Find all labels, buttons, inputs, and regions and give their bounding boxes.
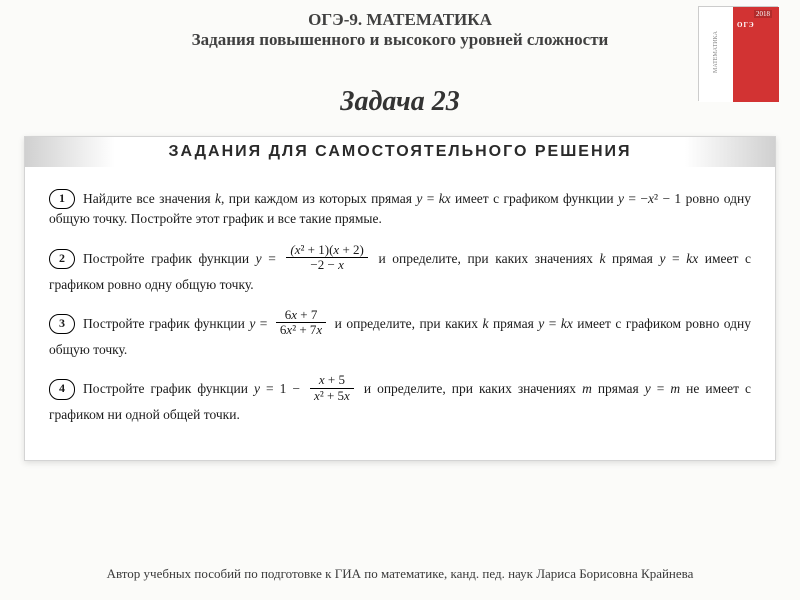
fraction: x + 5x² + 5x bbox=[310, 373, 354, 403]
denominator: −2 − x bbox=[286, 258, 367, 272]
page-footer: Автор учебных пособий по подготовке к ГИ… bbox=[0, 566, 800, 582]
numerator: (x² + 1)(x + 2) bbox=[286, 243, 367, 258]
problem-number: 1 bbox=[49, 189, 75, 209]
problem-number: 2 bbox=[49, 249, 75, 269]
header-line-2: Задания повышенного и высокого уровней с… bbox=[0, 30, 800, 50]
problem-number: 4 bbox=[49, 379, 75, 399]
text: и определите, при каких значениях bbox=[372, 251, 600, 266]
text: Постройте график функции bbox=[83, 316, 249, 331]
var-m: m bbox=[582, 381, 592, 396]
text: = bbox=[422, 191, 438, 206]
text: Найдите все значения bbox=[83, 191, 215, 206]
book-year: 2018 bbox=[754, 10, 772, 18]
denominator: 6x² + 7x bbox=[276, 323, 326, 337]
text: Постройте график функции bbox=[83, 381, 254, 396]
text: и определите, при каких значениях bbox=[358, 381, 582, 396]
eq-kx: kx bbox=[686, 251, 698, 266]
page-header: ОГЭ-9. МАТЕМАТИКА Задания повышенного и … bbox=[0, 0, 800, 56]
fraction: 6x + 76x² + 7x bbox=[276, 308, 326, 338]
eq-kx: kx bbox=[561, 316, 573, 331]
header-line-1: ОГЭ-9. МАТЕМАТИКА bbox=[0, 10, 800, 30]
text: = bbox=[262, 251, 283, 266]
text: = bbox=[651, 381, 671, 396]
text: , при каждом из которых прямая bbox=[221, 191, 416, 206]
section-title: ЗАДАНИЯ ДЛЯ САМОСТОЯТЕЛЬНОГО РЕШЕНИЯ bbox=[25, 137, 775, 167]
numerator: 6x + 7 bbox=[276, 308, 326, 323]
problem-number: 3 bbox=[49, 314, 75, 334]
task-title: Задача 23 bbox=[0, 86, 800, 118]
fraction: (x² + 1)(x + 2)−2 − x bbox=[286, 243, 367, 273]
text: = 1 − bbox=[260, 381, 306, 396]
problem-4: 4Постройте график функции y = 1 − x + 5x… bbox=[25, 375, 775, 424]
text: прямая bbox=[488, 316, 538, 331]
numerator: x + 5 bbox=[310, 373, 354, 388]
eq-m: m bbox=[670, 381, 680, 396]
book-spine-text: МАТЕМАТИКА bbox=[713, 23, 719, 73]
text: = bbox=[665, 251, 686, 266]
text: прямая bbox=[592, 381, 645, 396]
text: и определите, при каких bbox=[330, 316, 482, 331]
text: прямая bbox=[605, 251, 659, 266]
text: = bbox=[544, 316, 561, 331]
problem-1: 1Найдите все значения k, при каждом из к… bbox=[25, 189, 775, 229]
book-cover-thumbnail: МАТЕМАТИКА 2018 ОГЭ bbox=[698, 6, 778, 101]
denominator: x² + 5x bbox=[310, 389, 354, 403]
book-label: ОГЭ bbox=[737, 21, 755, 29]
problem-3: 3Постройте график функции y = 6x + 76x² … bbox=[25, 310, 775, 359]
text: = bbox=[255, 316, 272, 331]
eq-kx: kx bbox=[439, 191, 451, 206]
problem-sheet: ЗАДАНИЯ ДЛЯ САМОСТОЯТЕЛЬНОГО РЕШЕНИЯ 1 На… bbox=[24, 136, 776, 461]
text: = − bbox=[624, 191, 648, 206]
text: Постройте график функции bbox=[83, 251, 256, 266]
problem-2: 2Постройте график функции y = (x² + 1)(x… bbox=[25, 245, 775, 294]
text: имеет с графиком функции bbox=[451, 191, 618, 206]
